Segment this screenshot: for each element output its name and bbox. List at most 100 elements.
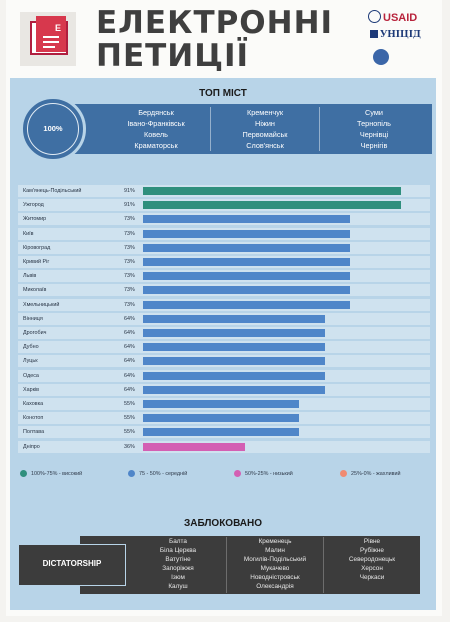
value-label: 64% xyxy=(124,330,135,336)
blocked-city: Мукачево xyxy=(260,565,290,573)
value-label: 73% xyxy=(124,259,135,265)
value-label: 64% xyxy=(124,386,135,393)
value-label: 55% xyxy=(124,415,135,422)
unitsid-icon xyxy=(370,30,378,38)
bar xyxy=(143,243,351,252)
bar xyxy=(143,187,402,196)
top-city: Кременчук xyxy=(246,108,284,117)
value-label: 73% xyxy=(124,273,135,280)
top-city: Первомайськ xyxy=(242,130,288,139)
category-label: Каховка xyxy=(23,401,44,407)
bar xyxy=(143,314,325,323)
document-icon: E xyxy=(20,12,76,66)
top-city: Суми xyxy=(365,108,383,117)
chart-row: Полтава 55% xyxy=(18,426,430,439)
infographic-panel: ТОП МІСТ 100% Бердянськ Івано-Франківськ К… xyxy=(10,78,436,610)
top-city: Краматорськ xyxy=(134,141,178,150)
blocked-title: ЗАБЛОКОВАНО xyxy=(183,518,263,529)
title-line-2: ПЕТИЦІЇ xyxy=(96,38,250,74)
category-label: Полтава xyxy=(23,429,45,436)
blocked-city: Северодонецьк xyxy=(348,556,396,564)
top-city: Слов'янськ xyxy=(246,141,284,150)
category-label: Кривий Ріг xyxy=(23,259,50,265)
category-label: Хмельницький xyxy=(23,301,60,308)
value-label: 73% xyxy=(124,230,135,237)
bar xyxy=(143,343,325,352)
category-label: Миколаїв xyxy=(23,287,47,294)
legend-label: 25%-0% - жахливий xyxy=(351,471,401,477)
chart-row: Кам'янець-Подільський 91% xyxy=(18,185,430,198)
category-label: Дубно xyxy=(23,344,39,351)
category-label: Одеса xyxy=(23,372,39,379)
category-label: Харків xyxy=(23,386,40,393)
top-cities-grid: Бердянськ Івано-Франківськ Ковель Краматорс… xyxy=(102,107,428,151)
unitsid-logo: УНІЦІД xyxy=(370,30,421,40)
category-label: Вінниця xyxy=(23,315,43,322)
bar xyxy=(143,414,300,423)
chart-row: Вінниця 64% xyxy=(18,312,430,325)
value-label: 55% xyxy=(124,429,135,436)
value-label: 64% xyxy=(124,372,135,379)
chart-row: Миколаїв 73% xyxy=(18,284,430,297)
category-label: Луцьк xyxy=(23,358,38,365)
blocked-city: Кременець xyxy=(258,538,292,545)
bar xyxy=(143,258,351,267)
legend-swatch xyxy=(340,469,347,477)
legend-label: 100%-75% - високий xyxy=(31,471,83,477)
value-label: 73% xyxy=(124,301,135,308)
top-city: Тернопіль xyxy=(357,119,391,128)
category-label: Львів xyxy=(23,273,37,280)
category-label: Київ xyxy=(23,230,34,237)
bar xyxy=(143,215,351,224)
chart-row: Дніпро 36% xyxy=(18,440,430,453)
top-cities-column: Суми Тернопіль Чернівці Чернігів xyxy=(319,107,428,151)
bar xyxy=(143,428,300,437)
category-label: Конотоп xyxy=(23,415,44,422)
value-label: 36% xyxy=(124,443,135,450)
blocked-city: Біла Церква xyxy=(159,547,197,555)
chart-row: Каховка 55% xyxy=(18,398,430,411)
chart-row: Конотоп 55% xyxy=(18,412,430,425)
chart-row: Одеса 64% xyxy=(18,369,430,382)
chart-row: Харків 64% xyxy=(18,383,430,396)
blocked-city: Рубіжне xyxy=(360,547,384,555)
bar-chart: Кам'янець-Подільський 91% Ужгород 91% Житоми… xyxy=(18,185,430,456)
top-percent-badge: 100% xyxy=(20,96,86,162)
value-label: 73% xyxy=(124,216,135,223)
chart-row: Кривий Ріг 73% xyxy=(18,256,430,269)
blocked-city: Балта xyxy=(169,538,187,545)
blocked-column: Рівне Рубіжне Северодонецьк Херсон Черкаси xyxy=(323,537,420,593)
header: E ЕЛЕКТРОННІ ПЕТИЦІЇ USAID УНІЦІД xyxy=(6,0,442,76)
category-label: Дрогобич xyxy=(23,330,47,336)
dictatorship-label: DICTATORSHIP xyxy=(42,559,102,568)
blocked-band: Балта Біла Церква Ватутіне Запоріжжя Ізюм Кал… xyxy=(80,536,420,594)
legend-item: 50%-25% - низький xyxy=(234,468,293,480)
category-label: Житомир xyxy=(23,216,47,223)
legend-item: 25%-0% - жахливий xyxy=(340,468,401,480)
top-percent: 100% xyxy=(43,124,63,133)
blocked-column: Кременець Малин Могилів-Подільський Мукачев… xyxy=(226,537,323,593)
blocked-city: Запоріжжя xyxy=(162,565,194,573)
partner-logo-icon xyxy=(371,48,411,66)
page-title: ЕЛЕКТРОННІ ПЕТИЦІЇ xyxy=(96,7,333,73)
chart-row: Хмельницький 73% xyxy=(18,298,430,311)
chart-row: Львів 73% xyxy=(18,270,430,283)
chart-row: Дрогобич 64% xyxy=(18,327,430,340)
chart-row: Київ 73% xyxy=(18,227,430,240)
value-label: 91% xyxy=(124,188,135,194)
legend-label: 75 - 50% - середній xyxy=(139,471,188,477)
value-label: 64% xyxy=(124,358,135,365)
blocked-city: Малин xyxy=(265,547,285,555)
value-label: 91% xyxy=(124,202,135,209)
top-city: Ніжин xyxy=(255,119,275,128)
category-label: Кам'янець-Подільський xyxy=(23,188,82,194)
blocked-city: Ізюм xyxy=(171,574,185,582)
blocked-city: Олександрія xyxy=(256,583,294,591)
top-city: Ковель xyxy=(144,130,168,139)
bar xyxy=(143,400,300,409)
chart-row: Ужгород 91% xyxy=(18,199,430,212)
category-label: Ужгород xyxy=(23,202,44,209)
value-label: 73% xyxy=(124,287,135,294)
bar xyxy=(143,300,351,309)
bar xyxy=(143,272,351,281)
